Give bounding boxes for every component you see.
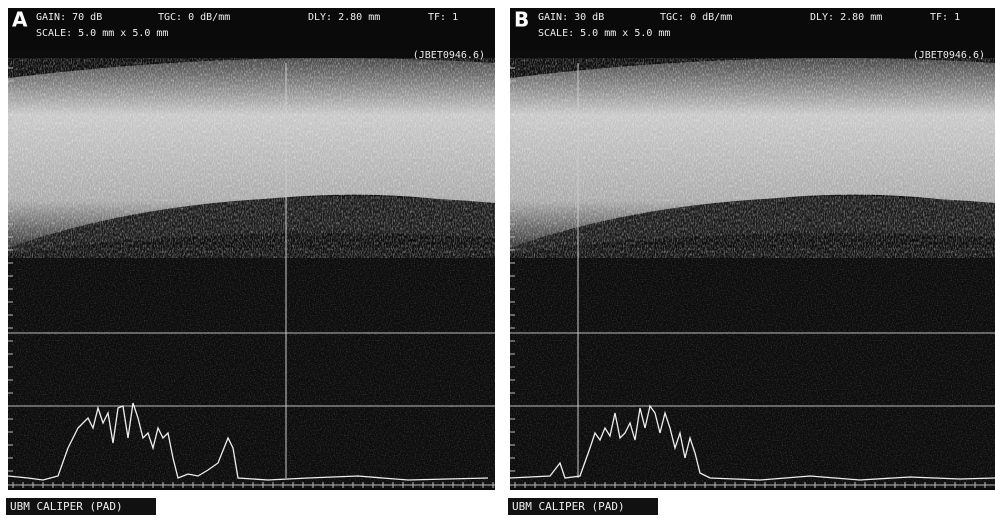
tgc: TGC: 0 dB/mm [158, 12, 230, 23]
footer-bar [508, 498, 658, 515]
tgc: TGC: 0 dB/mm [660, 12, 732, 23]
delay: DLY: 2.80 mm [308, 12, 380, 23]
a-scan-trace [7, 402, 489, 481]
delay: DLY: 2.80 mm [810, 12, 882, 23]
ultrasound-panel: B GAIN: 30 dB TGC: 0 dB/mm DLY: 2.80 mm TF: … [509, 8, 995, 490]
tf: TF: 1 [428, 12, 458, 23]
panel-label: B [514, 8, 529, 32]
a-scan-trace [509, 404, 995, 481]
footer-bar [6, 498, 156, 515]
speckle [8, 58, 495, 258]
speckle [510, 58, 995, 258]
scale: SCALE: 5.0 mm x 5.0 mm [36, 28, 168, 39]
gain: GAIN: 30 dB [538, 12, 604, 23]
tf: TF: 1 [930, 12, 960, 23]
speckle-noise [8, 248, 495, 488]
scale: SCALE: 5.0 mm x 5.0 mm [538, 28, 670, 39]
file-id: (JBET0946.6) [413, 50, 485, 61]
ultrasound-panel: A GAIN: 70 dB TGC: 0 dB/mm DLY: 2.80 mm TF: … [7, 8, 495, 490]
gain: GAIN: 70 dB [36, 12, 102, 23]
speckle-noise [510, 248, 995, 488]
footer-label: UBM CALIPER (PAD) [10, 500, 123, 513]
footer-label: UBM CALIPER (PAD) [512, 500, 625, 513]
panel-label: A [12, 8, 28, 32]
top-bar [510, 8, 995, 50]
top-bar [8, 8, 495, 50]
file-id: (JBET0946.6) [913, 50, 985, 61]
